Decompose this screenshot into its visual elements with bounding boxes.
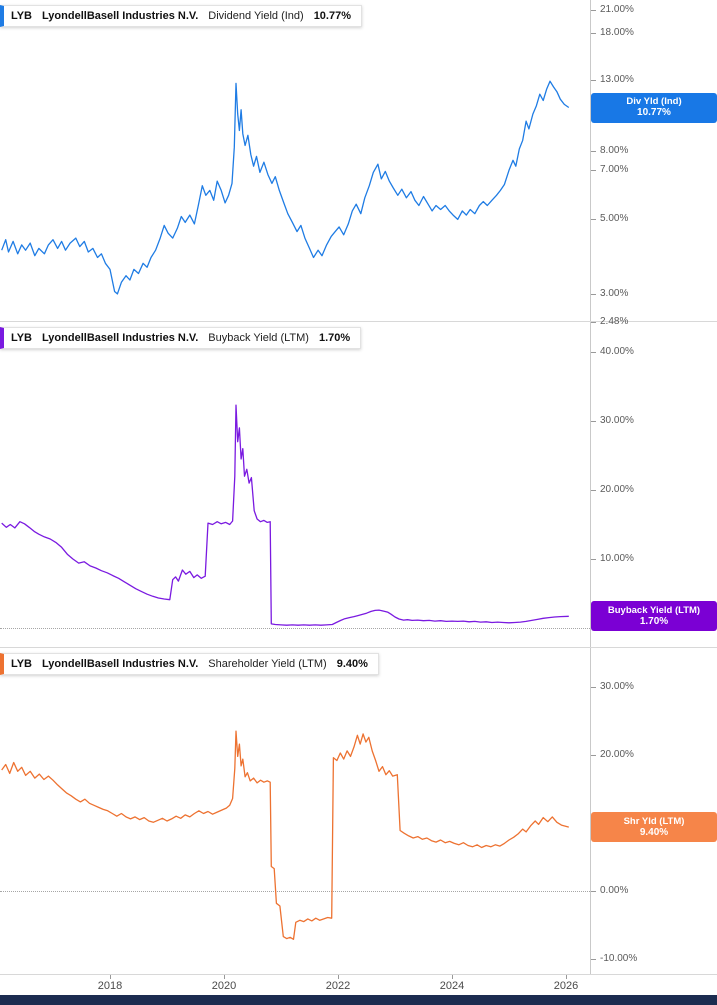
y-tick-label: 18.00%: [600, 26, 634, 38]
axis-badge-value: 1.70%: [639, 615, 669, 627]
y-tick-label: 30.00%: [600, 415, 634, 426]
bottom-toolbar: [0, 995, 717, 1005]
series-line-shareholder-yield: [1, 730, 569, 940]
company-name: LyondellBasell Industries N.V.: [42, 332, 199, 344]
zero-reference-line: [0, 628, 590, 629]
y-tick-label: 10.00%: [600, 553, 634, 564]
y-tick-mark: [591, 755, 596, 756]
y-tick-mark: [591, 959, 596, 960]
y-tick-mark: [591, 32, 596, 34]
y-tick-label: 40.00%: [600, 346, 634, 357]
ticker-symbol: LYB: [11, 332, 32, 344]
axis-badge-buyback-yield: Buyback Yield (LTM) 1.70%: [591, 601, 717, 632]
y-axis-shareholder-yield: 30.00% 20.00% 0.00% -10.00%: [590, 648, 717, 974]
metric-name: Dividend Yield (Ind): [208, 10, 304, 22]
x-tick-mark: [338, 975, 339, 979]
y-tick-mark: [591, 150, 596, 152]
x-tick-mark: [110, 975, 111, 979]
y-tick-mark: [591, 80, 596, 81]
y-tick-label: 20.00%: [600, 749, 634, 760]
x-tick-mark: [566, 975, 567, 979]
y-tick-mark: [591, 10, 596, 12]
y-tick-label: -10.00%: [600, 953, 638, 964]
x-axis: 2018 2020 2022 2024 2026: [0, 975, 717, 995]
axis-badge-value: 10.77%: [637, 107, 671, 118]
y-tick-label: 2.48%: [600, 315, 629, 327]
y-tick-mark: [591, 891, 596, 892]
buyback-yield-line-chart[interactable]: [0, 322, 590, 648]
dividend-yield-line-chart[interactable]: [0, 0, 590, 322]
company-name: LyondellBasell Industries N.V.: [42, 658, 199, 670]
y-axis-buyback-yield: 40.00% 30.00% 20.00% 10.00%: [590, 322, 717, 647]
metric-name: Shareholder Yield (LTM): [208, 658, 327, 670]
x-tick-mark: [224, 975, 225, 979]
y-tick-mark: [591, 170, 596, 172]
series-line-dividend-yield: [1, 80, 570, 295]
y-axis-dividend-yield: 21.00% 18.00% 13.00% 8.00% 7.00% 5.00% 3.00% 2.…: [590, 0, 717, 327]
ticker-symbol: LYB: [11, 658, 32, 670]
y-tick-label: 21.00%: [600, 4, 634, 16]
y-tick-mark: [591, 321, 596, 323]
axis-badge-label: Buyback Yield (LTM): [607, 604, 701, 616]
series-line-buyback-yield: [1, 404, 569, 626]
panel-shareholder-yield: 30.00% 20.00% 0.00% -10.00% LYB LyondellBas…: [0, 648, 717, 975]
metric-value: 10.77%: [313, 10, 351, 22]
x-tick-label: 2024: [439, 980, 465, 992]
y-tick-label: 8.00%: [600, 144, 629, 156]
legend-buyback-yield[interactable]: LYB LyondellBasell Industries N.V. Buyba…: [0, 327, 362, 349]
y-tick-label: 20.00%: [600, 484, 634, 495]
panel-dividend-yield: 21.00% 18.00% 13.00% 8.00% 7.00% 5.00% 3.00% 2.…: [0, 0, 717, 327]
panel-buyback-yield: 40.00% 30.00% 20.00% 10.00% LYB LyondellBas…: [0, 322, 717, 648]
shareholder-yield-line-chart[interactable]: [0, 648, 590, 975]
ticker-symbol: LYB: [11, 10, 32, 22]
y-tick-mark: [591, 293, 596, 295]
y-tick-mark: [591, 421, 596, 422]
legend-dividend-yield[interactable]: LYB LyondellBasell Industries N.V. Divid…: [0, 5, 362, 27]
x-tick-label: 2020: [211, 980, 237, 992]
y-tick-label: 3.00%: [600, 287, 629, 299]
axis-badge-label: Shr Yld (LTM): [623, 815, 685, 827]
y-tick-mark: [591, 687, 596, 688]
y-tick-mark: [591, 559, 596, 560]
x-tick-mark: [452, 975, 453, 979]
axis-badge-label: Div Yld (Ind): [626, 96, 682, 107]
axis-badge-shareholder-yield: Shr Yld (LTM) 9.40%: [591, 812, 717, 843]
metric-value: 9.40%: [336, 658, 368, 670]
y-tick-mark: [591, 352, 596, 353]
axis-badge-value: 9.40%: [639, 826, 669, 838]
metric-name: Buyback Yield (LTM): [208, 332, 309, 344]
y-tick-label: 7.00%: [600, 164, 629, 176]
y-tick-label: 30.00%: [600, 681, 634, 692]
axis-badge-dividend-yield: Div Yld (Ind) 10.77%: [591, 92, 717, 123]
x-tick-label: 2026: [553, 980, 579, 992]
y-tick-mark: [591, 219, 596, 221]
y-tick-label: 13.00%: [600, 74, 634, 85]
x-tick-label: 2018: [97, 980, 123, 992]
legend-shareholder-yield[interactable]: LYB LyondellBasell Industries N.V. Share…: [0, 653, 379, 675]
company-name: LyondellBasell Industries N.V.: [42, 10, 199, 22]
y-tick-mark: [591, 490, 596, 491]
y-tick-label: 0.00%: [600, 885, 629, 896]
zero-reference-line: [0, 891, 590, 892]
x-tick-label: 2022: [325, 980, 351, 992]
y-tick-label: 5.00%: [600, 213, 629, 225]
metric-value: 1.70%: [318, 332, 351, 344]
